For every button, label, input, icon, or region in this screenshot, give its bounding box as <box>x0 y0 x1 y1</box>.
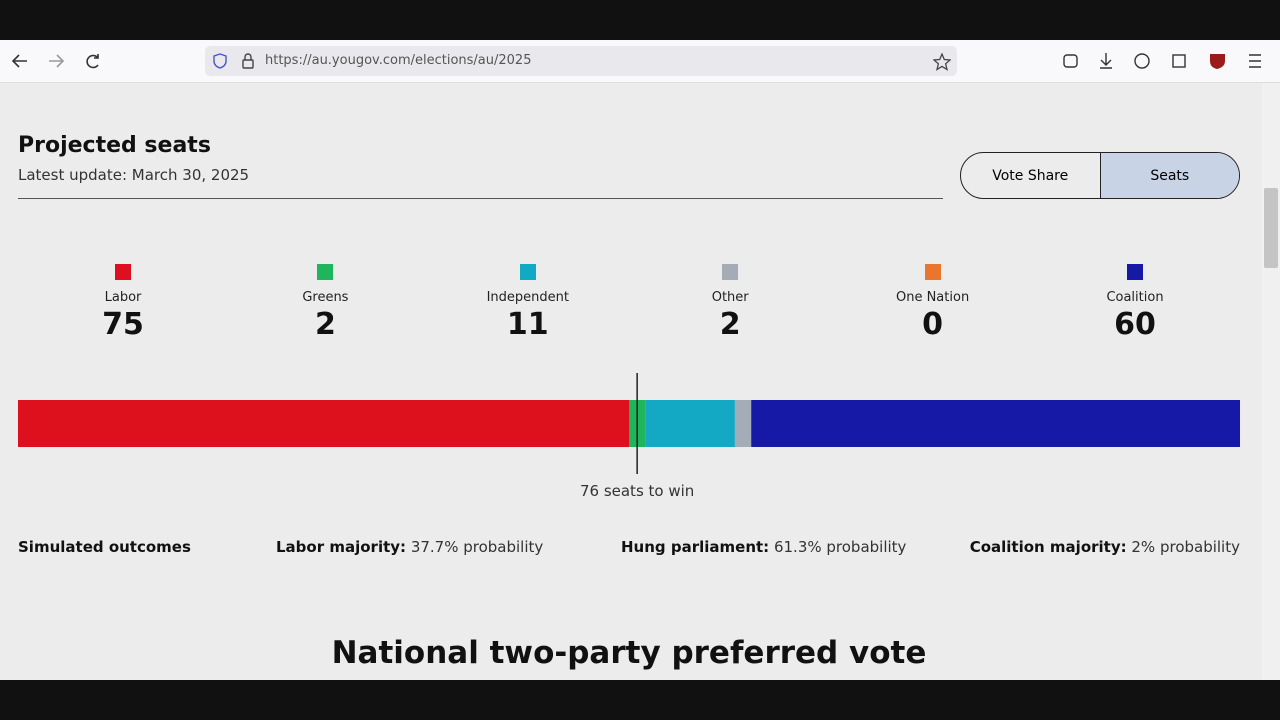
seat-bar-chart: 76 seats to win <box>18 373 1240 500</box>
outcome-value: 61.3% probability <box>773 538 907 556</box>
outcomes-title: Simulated outcomes <box>18 538 191 556</box>
legend-item: Coalition 60 <box>1055 264 1215 342</box>
seat-segment <box>18 400 629 447</box>
legend-swatch <box>1127 264 1143 280</box>
page-content: Projected seats Latest update: March 30,… <box>0 83 1262 680</box>
seat-count: 11 <box>506 307 549 342</box>
scroll-thumb[interactable] <box>1264 188 1278 268</box>
legend-swatch <box>924 264 941 280</box>
ublock-button[interactable] <box>1210 54 1225 69</box>
toggle-option[interactable]: Seats <box>1099 153 1239 198</box>
scrollbar <box>1262 83 1280 680</box>
bookmark-star[interactable] <box>933 53 951 71</box>
outcome: Hung parliament: 61.3% probability <box>621 538 906 556</box>
legend-item: Greens 2 <box>245 264 405 342</box>
back-button[interactable] <box>11 54 27 68</box>
legend-item: One Nation 0 <box>853 264 1013 342</box>
legend-swatch <box>317 264 334 280</box>
nav-buttons <box>11 54 99 69</box>
party-name: Greens <box>302 290 349 305</box>
divider <box>18 198 943 199</box>
section-title: Projected seats <box>18 133 211 158</box>
legend-swatch <box>115 264 131 280</box>
seat-segment <box>645 400 735 447</box>
legend-item: Other 2 <box>650 264 810 342</box>
menu-button[interactable] <box>1249 54 1261 68</box>
outcome-label: Hung parliament: <box>621 538 770 556</box>
url-bar[interactable]: https://au.yougov.com/elections/au/2025 <box>205 46 957 76</box>
url-icons <box>213 53 254 69</box>
url-text: https://au.yougov.com/elections/au/2025 <box>265 53 532 68</box>
party-name: Labor <box>104 290 142 305</box>
browser-toolbar: https://au.yougov.com/elections/au/2025 <box>0 40 1280 83</box>
downloads-button[interactable] <box>1100 53 1112 69</box>
legend-swatch <box>722 264 739 280</box>
seat-count: 0 <box>922 307 944 342</box>
toolbar-icons <box>1063 53 1261 69</box>
reload-button[interactable] <box>86 54 99 69</box>
seat-count: 2 <box>719 307 741 342</box>
outcome-value: 2% probability <box>1131 538 1240 556</box>
seat-count: 2 <box>314 307 336 342</box>
seat-segment <box>734 400 752 447</box>
party-name: Coalition <box>1106 290 1164 305</box>
legend-item: Independent 11 <box>448 264 608 342</box>
party-name: Other <box>711 290 749 305</box>
update-date: Latest update: March 30, 2025 <box>18 166 250 184</box>
account-button[interactable] <box>1134 53 1150 69</box>
party-name: One Nation <box>895 290 970 305</box>
outcome: Coalition majority: 2% probability <box>970 538 1240 556</box>
outcome-label: Coalition majority: <box>969 538 1127 556</box>
pocket-button[interactable] <box>1063 54 1078 68</box>
view-toggle: Vote Share Seats <box>960 152 1240 199</box>
legend-swatch <box>519 264 536 280</box>
majority-label: 76 seats to win <box>580 482 694 500</box>
outcomes-heading: Simulated outcomes <box>18 538 191 556</box>
seat-count: 60 <box>1114 307 1156 342</box>
seat-segment <box>751 400 1240 447</box>
legend-item: Labor 75 <box>43 264 203 342</box>
toggle-option[interactable]: Vote Share <box>992 167 1069 184</box>
outcome: Labor majority: 37.7% probability <box>276 538 543 556</box>
outcome-value: 37.7% probability <box>410 538 544 556</box>
party-name: Independent <box>486 290 569 305</box>
forward-button[interactable] <box>49 54 65 68</box>
seat-count: 75 <box>102 307 144 342</box>
extensions-button[interactable] <box>1172 54 1186 68</box>
outcome-label: Labor majority: <box>276 538 407 556</box>
next-heading: National two-party preferred vote <box>331 635 927 671</box>
